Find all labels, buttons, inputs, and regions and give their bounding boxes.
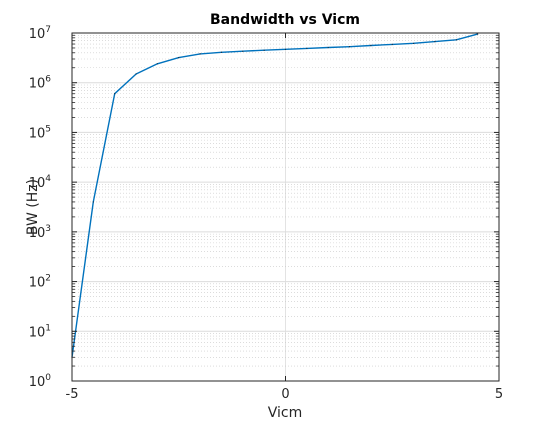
y-axis-label: BW (Hz) — [25, 179, 41, 235]
chart-title: Bandwidth vs Vicm — [210, 12, 360, 28]
data-point — [135, 73, 137, 75]
tick-marks — [71, 32, 500, 382]
data-point — [477, 33, 479, 35]
y-tick-label: 106 — [29, 75, 52, 92]
series-layer — [71, 33, 479, 358]
data-point — [434, 41, 436, 43]
data-point — [263, 49, 265, 51]
data-point — [348, 46, 351, 48]
data-point — [306, 47, 308, 50]
y-tick-label: 101 — [29, 323, 51, 340]
x-tick-labels: -5 0 5 — [66, 387, 504, 402]
x-tick-label: -5 — [66, 387, 79, 402]
y-tick-label: 102 — [29, 274, 51, 291]
data-point — [370, 44, 372, 47]
x-tick-label: 5 — [495, 387, 503, 402]
data-point — [199, 53, 201, 55]
data-point — [178, 57, 180, 59]
x-axis-label: Vicm — [268, 405, 303, 421]
data-point — [156, 63, 158, 65]
bandwidth-series-line — [71, 33, 478, 358]
data-point — [391, 43, 393, 45]
y-tick-label: 103 — [29, 224, 51, 241]
data-point — [242, 50, 244, 52]
x-tick-label: 0 — [281, 387, 289, 402]
data-point — [327, 46, 329, 49]
data-point — [92, 201, 94, 203]
grid-lines — [72, 33, 499, 381]
data-point — [413, 42, 415, 44]
y-tick-label: 107 — [29, 25, 51, 42]
y-tick-label: 100 — [29, 373, 52, 390]
y-tick-label: 105 — [29, 124, 51, 141]
data-point — [455, 39, 457, 41]
y-tick-label: 104 — [29, 174, 52, 191]
data-point — [220, 51, 223, 53]
y-tick-labels: 100 101 102 103 104 105 106 107 — [29, 25, 52, 390]
data-point — [284, 48, 287, 50]
data-point — [114, 93, 116, 95]
